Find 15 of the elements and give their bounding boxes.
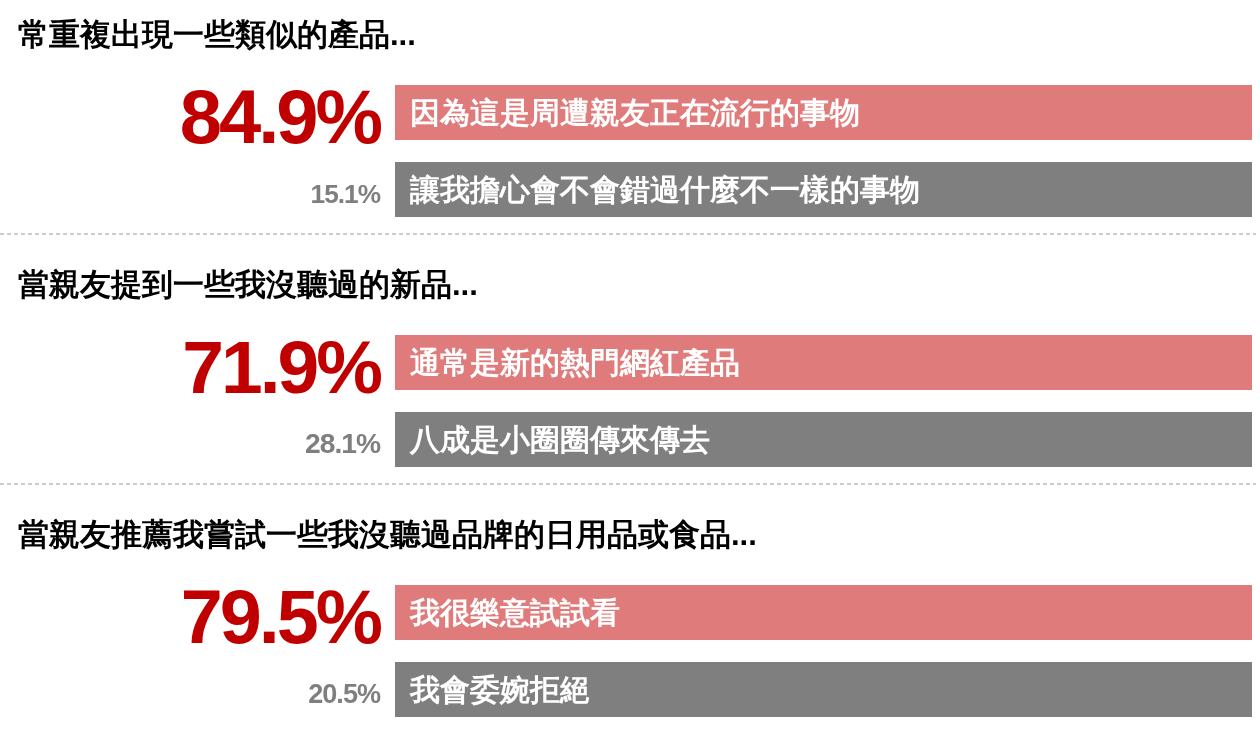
data-label: 71.9% (182, 325, 382, 409)
data-label: 28.1% (305, 427, 381, 459)
text: 常重複出現一些類似的產品... (18, 17, 416, 52)
data-label: 84.9% (179, 74, 382, 159)
data-label: 20.5% (308, 678, 381, 709)
category-label: 我會委婉拒絕 (409, 673, 590, 706)
category-label: 通常是新的熱門網紅產品 (410, 346, 740, 379)
category-label: 讓我擔心會不會錯過什麼不一樣的事物 (409, 173, 920, 206)
data-label: 79.5% (180, 575, 382, 659)
text: 當親友提到一些我沒聽過的新品... (18, 267, 478, 302)
text: 當親友推薦我嘗試一些我沒聽過品牌的日用品或食品... (18, 517, 757, 552)
category-label: 因為這是周遭親友正在流行的事物 (410, 96, 860, 129)
category-label: 我很樂意試試看 (409, 596, 620, 629)
data-label: 15.1% (310, 179, 381, 209)
category-label: 八成是小圈圈傳來傳去 (409, 423, 710, 456)
